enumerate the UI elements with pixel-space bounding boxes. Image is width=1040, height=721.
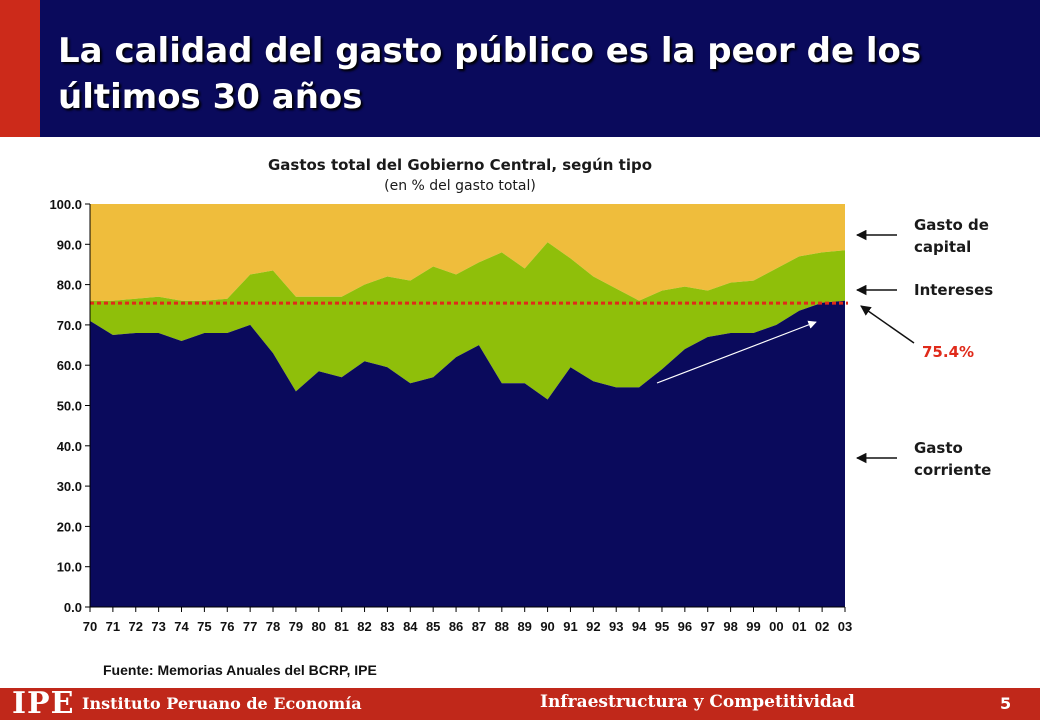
annotation-capital: Gasto de capital	[914, 216, 989, 256]
x-tick-label: 03	[838, 619, 852, 634]
y-tick-label: 90.0	[57, 237, 82, 252]
slide-title: La calidad del gasto público es la peor …	[58, 31, 922, 117]
x-tick-label: 02	[815, 619, 829, 634]
header-accent	[0, 0, 40, 137]
annotation-arrow-ref-label	[860, 305, 915, 344]
x-tick-label: 85	[426, 619, 440, 634]
y-tick-label: 20.0	[57, 519, 82, 534]
y-tick-label: 40.0	[57, 439, 82, 454]
y-tick-label: 50.0	[57, 399, 82, 414]
x-tick-label: 01	[792, 619, 806, 634]
footer-organization: Instituto Peruano de Economía	[82, 694, 362, 713]
y-tick-label: 0.0	[64, 600, 82, 615]
header-bar: La calidad del gasto público es la peor …	[0, 0, 1040, 137]
x-tick-label: 82	[357, 619, 371, 634]
x-tick-label: 88	[495, 619, 509, 634]
x-tick-label: 79	[289, 619, 303, 634]
chart-title: Gastos total del Gobierno Central, según…	[267, 156, 653, 174]
annotation-intereses: Intereses	[914, 281, 994, 299]
x-tick-label: 83	[380, 619, 394, 634]
y-tick-label: 10.0	[57, 560, 82, 575]
trend-arrow	[656, 320, 817, 384]
footer-bar: IPE Instituto Peruano de Economía Infrae…	[0, 688, 1040, 720]
x-tick-label: 96	[678, 619, 692, 634]
x-tick-label: 92	[586, 619, 600, 634]
y-tick-label: 100.0	[49, 197, 82, 212]
annotation-corriente: Gasto corriente	[914, 439, 992, 479]
x-tick-label: 97	[700, 619, 714, 634]
x-tick-label: 74	[174, 619, 189, 634]
y-tick-label: 60.0	[57, 358, 82, 373]
page-number: 5	[1000, 694, 1012, 713]
x-tick-label: 93	[609, 619, 623, 634]
x-tick-label: 89	[517, 619, 531, 634]
x-tick-label: 78	[266, 619, 280, 634]
y-tick-label: 70.0	[57, 318, 82, 333]
x-tick-label: 91	[563, 619, 577, 634]
x-tick-label: 71	[106, 619, 120, 634]
x-tick-label: 76	[220, 619, 234, 634]
source-note: Fuente: Memorias Anuales del BCRP, IPE	[103, 662, 377, 678]
ipe-logo: IPE	[12, 686, 75, 721]
x-tick-label: 84	[403, 619, 418, 634]
x-tick-label: 00	[769, 619, 783, 634]
x-tick-label: 70	[83, 619, 97, 634]
x-tick-label: 73	[151, 619, 165, 634]
series-area-gasto-corriente	[90, 300, 845, 607]
x-tick-label: 86	[449, 619, 463, 634]
series-area-intereses	[90, 242, 845, 400]
x-tick-label: 87	[472, 619, 486, 634]
x-tick-label: 95	[655, 619, 669, 634]
x-tick-label: 72	[129, 619, 143, 634]
chart-subtitle: (en % del gasto total)	[384, 178, 536, 194]
x-tick-label: 75	[197, 619, 211, 634]
x-tick-label: 98	[723, 619, 737, 634]
y-tick-label: 30.0	[57, 479, 82, 494]
footer-section: Infraestructura y Competitividad	[540, 692, 855, 712]
reference-line-label: 75.4%	[922, 343, 975, 361]
y-tick-label: 80.0	[57, 278, 82, 293]
x-tick-label: 81	[334, 619, 348, 634]
x-tick-label: 99	[746, 619, 760, 634]
x-tick-label: 90	[540, 619, 554, 634]
x-tick-label: 77	[243, 619, 257, 634]
x-tick-label: 80	[312, 619, 326, 634]
series-area-gasto-capital	[90, 204, 845, 301]
x-tick-label: 94	[632, 619, 647, 634]
